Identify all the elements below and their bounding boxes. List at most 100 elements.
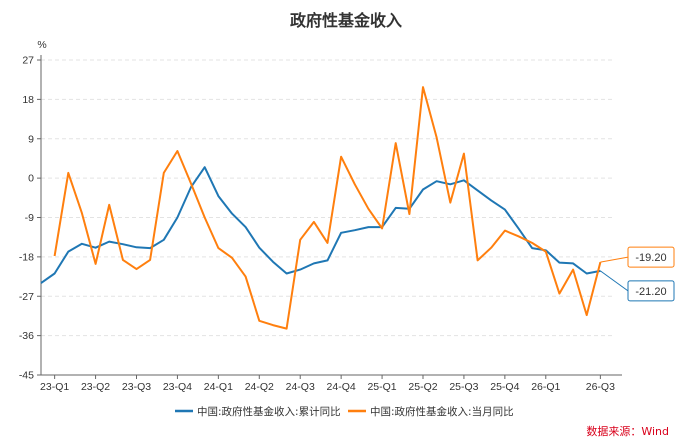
data-point[interactable] — [66, 170, 71, 175]
data-point[interactable] — [284, 271, 289, 276]
data-point[interactable] — [516, 234, 521, 239]
y-axis-unit: % — [37, 39, 46, 51]
data-point[interactable] — [202, 165, 207, 170]
data-point[interactable] — [393, 141, 398, 146]
data-point[interactable] — [352, 228, 357, 233]
x-tick-label: 24-Q4 — [327, 381, 356, 393]
data-point[interactable] — [475, 188, 480, 193]
data-point[interactable] — [243, 225, 248, 230]
data-point[interactable] — [175, 215, 180, 220]
y-tick-label: -27 — [19, 291, 34, 303]
data-point[interactable] — [339, 230, 344, 235]
data-point[interactable] — [270, 259, 275, 264]
data-point[interactable] — [120, 257, 125, 262]
data-point[interactable] — [93, 261, 98, 266]
x-tick-label: 25-Q1 — [367, 381, 396, 393]
end-label-leader — [600, 256, 629, 263]
data-point[interactable] — [39, 281, 44, 286]
data-point[interactable] — [557, 260, 562, 265]
data-point[interactable] — [134, 245, 139, 250]
data-point[interactable] — [461, 178, 466, 183]
data-point[interactable] — [489, 198, 494, 203]
data-point[interactable] — [339, 154, 344, 159]
data-point[interactable] — [284, 326, 289, 331]
data-point[interactable] — [502, 228, 507, 233]
end-label-value: -21.20 — [635, 286, 666, 298]
x-tick-label: 23-Q4 — [163, 381, 192, 393]
data-point[interactable] — [66, 249, 71, 254]
data-point[interactable] — [434, 135, 439, 140]
y-tick-label: 0 — [28, 173, 34, 185]
data-point[interactable] — [380, 226, 385, 231]
data-point[interactable] — [311, 261, 316, 266]
legend-item-monthly[interactable]: 中国:政府性基金收入:当月同比 — [348, 405, 514, 418]
data-point[interactable] — [434, 179, 439, 184]
data-point[interactable] — [584, 271, 589, 276]
data-point[interactable] — [216, 194, 221, 199]
data-point[interactable] — [366, 206, 371, 211]
data-point[interactable] — [243, 274, 248, 279]
data-point[interactable] — [311, 219, 316, 224]
data-point[interactable] — [448, 182, 453, 187]
data-point[interactable] — [120, 242, 125, 247]
data-point[interactable] — [298, 267, 303, 272]
data-point[interactable] — [421, 85, 426, 90]
data-point[interactable] — [530, 240, 535, 245]
data-point[interactable] — [175, 149, 180, 154]
data-point[interactable] — [352, 182, 357, 187]
data-point[interactable] — [216, 246, 221, 251]
x-tick-label: 24-Q3 — [286, 381, 315, 393]
data-point[interactable] — [79, 211, 84, 216]
data-point[interactable] — [448, 200, 453, 205]
data-point[interactable] — [489, 245, 494, 250]
data-source: 数据来源：Wind — [586, 424, 669, 438]
data-point[interactable] — [107, 239, 112, 244]
data-point[interactable] — [202, 215, 207, 220]
y-tick-label: 27 — [22, 55, 34, 67]
data-point[interactable] — [161, 170, 166, 175]
series-line-0[interactable] — [40, 166, 601, 284]
data-point[interactable] — [325, 258, 330, 263]
data-point[interactable] — [571, 267, 576, 272]
data-point[interactable] — [502, 207, 507, 212]
data-point[interactable] — [230, 255, 235, 260]
data-point[interactable] — [475, 258, 480, 263]
data-point[interactable] — [148, 257, 153, 262]
data-point[interactable] — [584, 313, 589, 318]
series-line-1[interactable] — [53, 86, 602, 330]
data-point[interactable] — [516, 226, 521, 231]
chart-title: 政府性基金收入 — [290, 11, 402, 30]
data-point[interactable] — [134, 267, 139, 272]
data-point[interactable] — [52, 254, 57, 259]
data-point[interactable] — [257, 245, 262, 250]
legend-item-cumulative[interactable]: 中国:政府性基金收入:累计同比 — [175, 405, 341, 418]
data-point[interactable] — [257, 318, 262, 323]
data-point[interactable] — [557, 291, 562, 296]
data-point[interactable] — [393, 205, 398, 210]
data-point[interactable] — [107, 202, 112, 207]
data-point[interactable] — [270, 323, 275, 328]
data-point[interactable] — [543, 249, 548, 254]
data-point[interactable] — [530, 246, 535, 251]
data-point[interactable] — [161, 237, 166, 242]
data-point[interactable] — [366, 225, 371, 230]
data-point[interactable] — [461, 151, 466, 156]
grid-lines — [41, 59, 614, 337]
data-point[interactable] — [421, 187, 426, 192]
y-tick-label: -9 — [25, 212, 34, 224]
data-point[interactable] — [93, 245, 98, 250]
x-tick-label: 24-Q1 — [204, 381, 233, 393]
data-point[interactable] — [79, 241, 84, 246]
end-label-box — [627, 246, 675, 268]
x-tick-label: 23-Q3 — [122, 381, 151, 393]
data-point[interactable] — [298, 237, 303, 242]
x-tick-label: 25-Q2 — [408, 381, 437, 393]
data-point[interactable] — [325, 240, 330, 245]
data-point[interactable] — [407, 212, 412, 217]
end-label-value: -19.20 — [635, 252, 666, 264]
data-point[interactable] — [571, 261, 576, 266]
data-point[interactable] — [189, 181, 194, 186]
data-point[interactable] — [230, 211, 235, 216]
data-point[interactable] — [52, 271, 57, 276]
